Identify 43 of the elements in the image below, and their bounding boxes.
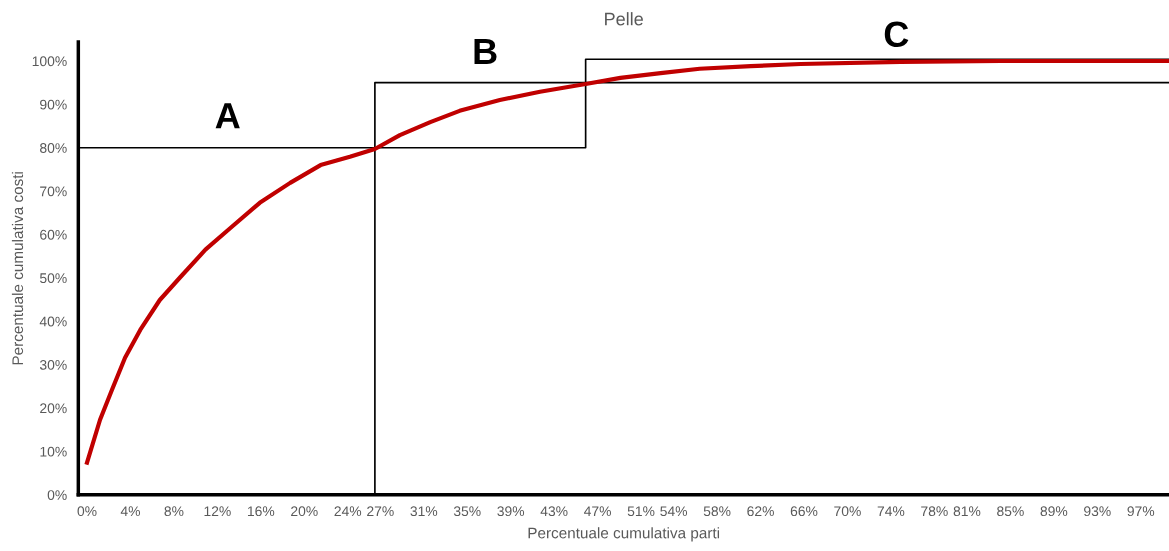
y-tick-label: 50% <box>39 273 67 284</box>
y-tick-label: 80% <box>40 143 67 153</box>
x-tick-label: 27% <box>367 506 394 517</box>
x-tick-label: 93% <box>1084 506 1111 517</box>
x-tick-label: 58% <box>703 506 731 517</box>
y-tick-label: 100% <box>32 56 67 67</box>
chart-title: Pelle <box>605 12 643 26</box>
annotation: C <box>884 21 909 48</box>
x-tick-label: 51% <box>627 506 655 517</box>
x-tick-label: 4% <box>120 506 141 517</box>
annotation: B <box>474 39 497 64</box>
x-tick-label: 43% <box>540 506 568 517</box>
y-tick-label: 90% <box>40 99 67 110</box>
x-tick-label: 47% <box>584 506 611 517</box>
x-tick-label: 97% <box>1127 506 1155 517</box>
x-tick-label: 85% <box>997 506 1024 517</box>
x-tick-label: 0% <box>77 506 97 517</box>
x-tick-label: 20% <box>291 506 318 517</box>
x-tick-label: 81% <box>953 506 981 517</box>
x-tick-label: 31% <box>410 506 438 517</box>
x-tick-label: 70% <box>834 506 861 517</box>
x-tick-label: 66% <box>790 506 818 517</box>
x-tick-label: 89% <box>1040 506 1068 517</box>
x-tick-label: 74% <box>877 506 905 517</box>
x-tick-label: 35% <box>453 506 481 517</box>
x-tick-label: 78% <box>921 506 948 517</box>
x-tick-label: 62% <box>747 506 774 517</box>
x-tick-label: 8% <box>164 506 184 517</box>
x-tick-label: 39% <box>497 506 525 517</box>
y-tick-label: 10% <box>40 446 67 457</box>
y-tick-label: 20% <box>40 403 67 414</box>
y-tick-label: 40% <box>39 316 67 327</box>
annotation: A <box>215 103 240 129</box>
x-tick-label: 54% <box>660 506 688 517</box>
x-tick-label: 16% <box>247 506 275 517</box>
y-tick-label: 70% <box>40 186 67 197</box>
x-axis-title: Percentuale cumulativa parti <box>528 527 720 542</box>
y-tick-label: 30% <box>39 359 67 370</box>
y-tick-label: 0% <box>47 490 67 500</box>
y-tick-label: 60% <box>40 229 67 240</box>
y-axis-title: Percentuale cumulativa costi <box>11 172 24 365</box>
x-tick-label: 24% <box>334 506 362 517</box>
x-tick-label: 12% <box>204 506 231 517</box>
